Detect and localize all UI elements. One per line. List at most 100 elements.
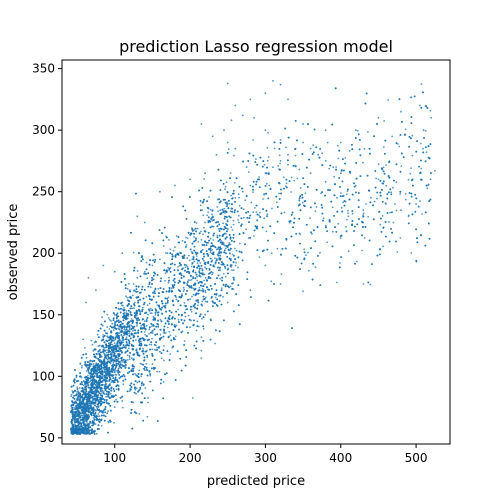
scatter-point	[288, 221, 291, 224]
scatter-point	[134, 373, 137, 375]
scatter-point	[347, 212, 349, 215]
scatter-point	[356, 260, 358, 263]
scatter-point	[212, 239, 215, 241]
scatter-point	[272, 80, 274, 82]
scatter-point	[104, 393, 106, 396]
scatter-point	[105, 351, 108, 354]
scatter-point	[135, 374, 138, 377]
scatter-point	[144, 333, 147, 336]
scatter-point	[156, 304, 159, 306]
scatter-point	[154, 308, 157, 310]
scatter-point	[362, 214, 364, 217]
scatter-point	[314, 210, 317, 213]
scatter-point	[157, 288, 160, 290]
scatter-point	[230, 194, 233, 197]
scatter-point	[377, 116, 380, 119]
scatter-point	[266, 213, 269, 216]
scatter-point	[138, 369, 141, 372]
scatter-point	[336, 196, 338, 199]
scatter-point	[164, 322, 167, 325]
scatter-point	[339, 262, 341, 264]
scatter-point	[312, 144, 315, 147]
scatter-point	[115, 398, 117, 401]
scatter-point	[88, 361, 91, 363]
scatter-point	[139, 311, 142, 314]
scatter-point	[203, 283, 206, 286]
scatter-point	[339, 192, 342, 195]
scatter-point	[222, 243, 225, 246]
scatter-point	[108, 369, 111, 371]
scatter-point	[199, 262, 202, 264]
scatter-point	[120, 362, 122, 364]
scatter-point	[351, 212, 354, 215]
scatter-point	[85, 356, 88, 359]
scatter-point	[89, 374, 92, 377]
scatter-point	[168, 330, 171, 333]
scatter-point	[158, 370, 161, 373]
scatter-point	[239, 242, 241, 245]
scatter-point	[419, 200, 421, 203]
scatter-point	[421, 213, 424, 215]
scatter-point	[125, 310, 128, 312]
scatter-point	[177, 266, 180, 268]
scatter-point	[145, 295, 148, 298]
scatter-point	[204, 300, 207, 303]
scatter-point	[214, 296, 217, 299]
scatter-point	[175, 324, 178, 327]
scatter-point	[202, 233, 204, 236]
scatter-point	[214, 257, 216, 260]
scatter-point	[224, 275, 227, 278]
scatter-point	[112, 329, 115, 332]
scatter-point	[156, 370, 159, 373]
scatter-point	[400, 110, 402, 113]
scatter-point	[415, 203, 417, 205]
scatter-point	[169, 353, 172, 355]
scatter-point	[95, 409, 97, 412]
scatter-point	[193, 260, 196, 263]
scatter-point	[144, 369, 146, 372]
scatter-point	[115, 388, 118, 391]
scatter-point	[233, 182, 236, 184]
scatter-point	[390, 191, 392, 194]
scatter-point	[207, 211, 210, 214]
scatter-point	[70, 393, 73, 396]
scatter-point	[277, 165, 280, 167]
scatter-point	[266, 146, 269, 149]
scatter-point	[259, 211, 261, 214]
scatter-point	[223, 207, 226, 210]
scatter-point	[146, 356, 149, 359]
scatter-point	[324, 180, 327, 183]
scatter-point	[224, 267, 227, 270]
scatter-point	[84, 383, 86, 386]
scatter-point	[92, 417, 95, 419]
scatter-point	[219, 277, 222, 280]
scatter-point	[271, 207, 273, 210]
scatter-point	[183, 288, 186, 291]
scatter-point	[347, 209, 349, 212]
scatter-point	[233, 154, 235, 157]
scatter-point	[201, 248, 204, 251]
scatter-point	[278, 192, 280, 195]
scatter-point	[387, 99, 390, 101]
scatter-point	[229, 210, 232, 213]
scatter-point	[212, 271, 214, 274]
scatter-point	[339, 237, 342, 240]
scatter-point	[154, 314, 157, 316]
scatter-point	[214, 342, 217, 345]
scatter-point	[186, 237, 189, 240]
scatter-point	[135, 392, 137, 395]
scatter-point	[410, 167, 412, 170]
scatter-point	[76, 386, 79, 389]
scatter-point	[116, 356, 119, 359]
scatter-point	[398, 145, 401, 148]
scatter-point	[174, 246, 176, 249]
scatter-point	[195, 255, 198, 257]
scatter-point	[356, 129, 359, 132]
scatter-point	[224, 185, 227, 188]
scatter-point	[105, 395, 107, 398]
scatter-point	[164, 272, 167, 275]
scatter-point	[79, 363, 82, 365]
scatter-point	[311, 232, 313, 235]
scatter-point	[234, 196, 237, 199]
scatter-point	[226, 301, 229, 304]
